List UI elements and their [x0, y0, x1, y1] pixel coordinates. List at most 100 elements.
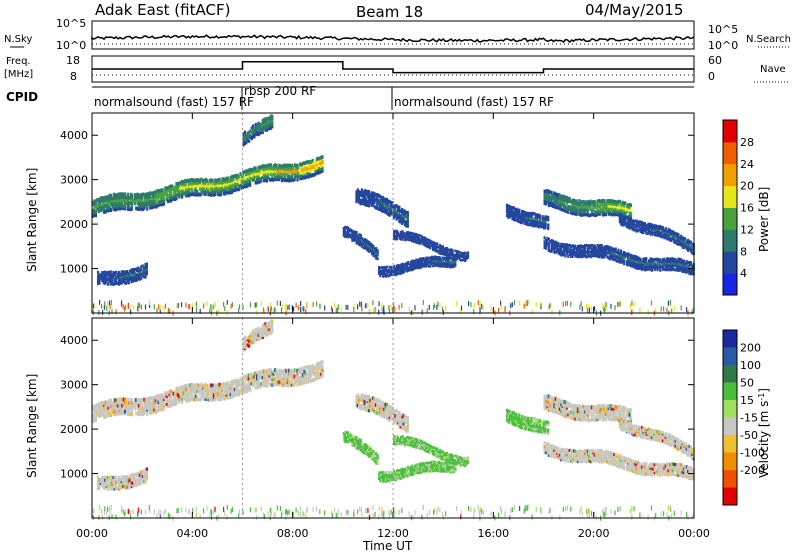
power-cell [102, 275, 105, 279]
power-cell [602, 246, 605, 250]
velocity-cell [281, 383, 284, 388]
power-cell [560, 253, 563, 257]
power-cell [272, 164, 275, 169]
velocity-cell [219, 394, 223, 399]
power-cell [370, 247, 374, 251]
power-cell [582, 252, 585, 256]
power-cell [622, 259, 626, 263]
power-cell [641, 267, 644, 271]
power-cell [411, 239, 414, 243]
velocity-cell [183, 396, 186, 401]
power-cell [688, 269, 691, 273]
power-cell [149, 191, 152, 196]
power-cell [369, 198, 372, 203]
power-cell [604, 246, 607, 250]
power-cell [387, 274, 390, 278]
power-cell [231, 186, 234, 191]
power-cell [178, 194, 181, 199]
power-cell [243, 138, 247, 142]
velocity-cell [113, 487, 116, 491]
power-cell [112, 273, 115, 277]
velocity-cell [249, 388, 252, 392]
power-cell [582, 210, 585, 214]
velocity-cell [203, 383, 206, 388]
power-cell [448, 252, 451, 256]
power-cell [670, 233, 673, 237]
velocity-cell [204, 397, 207, 401]
velocity-cell [269, 374, 273, 378]
velocity-cell [383, 412, 386, 416]
power-cell [681, 245, 684, 249]
velocity-cell [383, 407, 386, 412]
power-cell [271, 178, 274, 182]
power-cell [197, 192, 200, 197]
power-cell [122, 198, 125, 203]
velocity-cell [123, 480, 126, 484]
power-cell [422, 236, 425, 239]
velocity-cell [355, 403, 358, 407]
velocity-cell [254, 385, 257, 390]
power-cell [546, 199, 549, 204]
power-cell [568, 243, 571, 247]
power-cell [439, 261, 442, 265]
power-cell [378, 205, 382, 209]
velocity-cell [372, 399, 375, 404]
power-cell [671, 231, 674, 235]
power-cell [304, 175, 307, 179]
power-cell [614, 258, 617, 262]
power-cell [687, 243, 690, 247]
power-cell [418, 234, 421, 237]
power-cell [645, 264, 648, 268]
power-cell [611, 210, 614, 214]
power-cell [588, 246, 591, 250]
power-cell [581, 200, 584, 204]
velocity-cell [261, 331, 264, 335]
power-cell [115, 202, 118, 206]
power-cell [685, 247, 688, 251]
power-cell [408, 266, 411, 269]
velocity-cell [194, 394, 198, 399]
power-cell [303, 175, 306, 180]
power-cell [104, 273, 107, 277]
power-cell [439, 252, 442, 255]
power-cell [550, 200, 553, 205]
power-cell [575, 246, 578, 250]
power-cell [655, 266, 658, 270]
velocity-cell [123, 482, 126, 486]
power-cell [613, 254, 616, 258]
velocity-cell [157, 400, 160, 405]
power-cell [249, 135, 252, 140]
velocity-cell [351, 443, 354, 447]
velocity-cell [249, 338, 252, 342]
power-cell [224, 306, 226, 312]
power-cell [157, 198, 160, 202]
power-cell [300, 164, 303, 169]
velocity-cell [256, 331, 259, 335]
velocity-cell [116, 477, 119, 481]
power-cell [429, 262, 432, 266]
power-cell [236, 179, 239, 183]
power-cell [618, 251, 621, 255]
velocity-cell [133, 406, 136, 411]
power-cell [507, 215, 510, 219]
power-cell [161, 202, 164, 207]
velocity-cell [344, 440, 347, 444]
power-cell [570, 244, 573, 248]
power-cell [629, 224, 633, 228]
power-cell [396, 264, 399, 268]
power-cell [257, 174, 260, 178]
velocity-cell [344, 435, 347, 439]
power-cell [680, 241, 683, 244]
power-cell [667, 230, 670, 234]
power-cell [578, 202, 581, 206]
power-cell [130, 273, 133, 277]
power-cell [458, 250, 461, 254]
power-cell [400, 231, 403, 234]
power-cell [439, 259, 442, 263]
velocity-cell [111, 478, 114, 482]
power-cell [224, 191, 227, 196]
power-cell [296, 163, 299, 168]
power-cell [405, 265, 408, 268]
power-cell [585, 250, 588, 254]
power-cell [246, 169, 249, 174]
